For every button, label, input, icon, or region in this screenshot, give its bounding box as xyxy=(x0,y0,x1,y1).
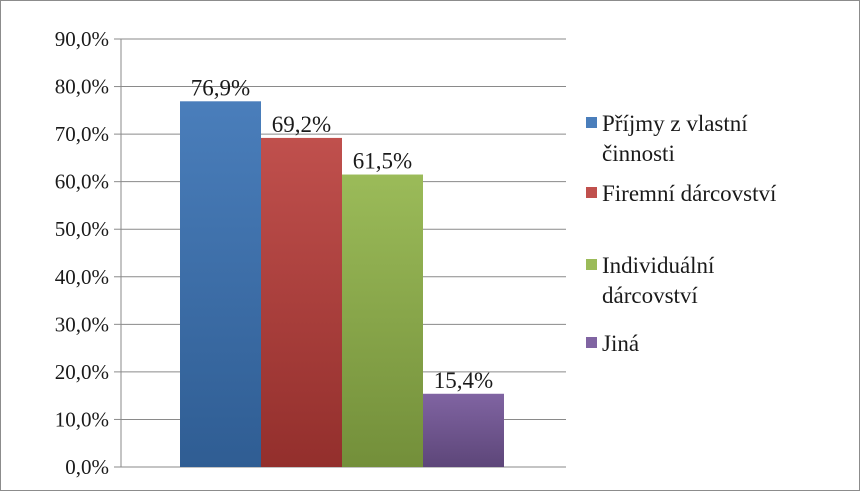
legend-marker-3 xyxy=(586,259,597,270)
legend-label-2: Firemní dárcovství xyxy=(602,181,777,206)
y-tick-label: 90,0% xyxy=(55,27,109,51)
legend-label-4: Jiná xyxy=(602,331,639,356)
y-tick-label: 70,0% xyxy=(55,122,109,146)
data-label-2: 69,2% xyxy=(272,112,331,137)
y-tick-label: 20,0% xyxy=(55,360,109,384)
y-tick-label: 50,0% xyxy=(55,217,109,241)
bar-2 xyxy=(261,137,342,467)
legend-marker-1 xyxy=(586,117,597,128)
y-tick-label: 80,0% xyxy=(55,75,109,99)
y-tick-label: 60,0% xyxy=(55,170,109,194)
y-tick-label: 40,0% xyxy=(55,265,109,289)
legend: Příjmy z vlastní činnosti Firemní dárcovst… xyxy=(586,111,777,356)
legend-label-1: Příjmy z vlastní činnosti xyxy=(602,111,748,166)
bar-1 xyxy=(180,101,261,467)
data-label-1: 76,9% xyxy=(191,75,250,100)
legend-marker-2 xyxy=(586,187,597,198)
legend-marker-4 xyxy=(586,337,597,348)
bars xyxy=(180,101,504,468)
data-labels: 76,9% 69,2% 61,5% 15,4% xyxy=(191,75,493,392)
y-tick-label: 0,0% xyxy=(65,455,109,479)
bar-3 xyxy=(342,174,423,468)
y-tick-label: 10,0% xyxy=(55,407,109,431)
y-tick-label: 30,0% xyxy=(55,312,109,336)
data-label-3: 61,5% xyxy=(353,149,412,174)
bar-4 xyxy=(423,393,504,467)
legend-label-3: Individuální dárcovství xyxy=(602,253,715,308)
data-label-4: 15,4% xyxy=(434,368,493,393)
